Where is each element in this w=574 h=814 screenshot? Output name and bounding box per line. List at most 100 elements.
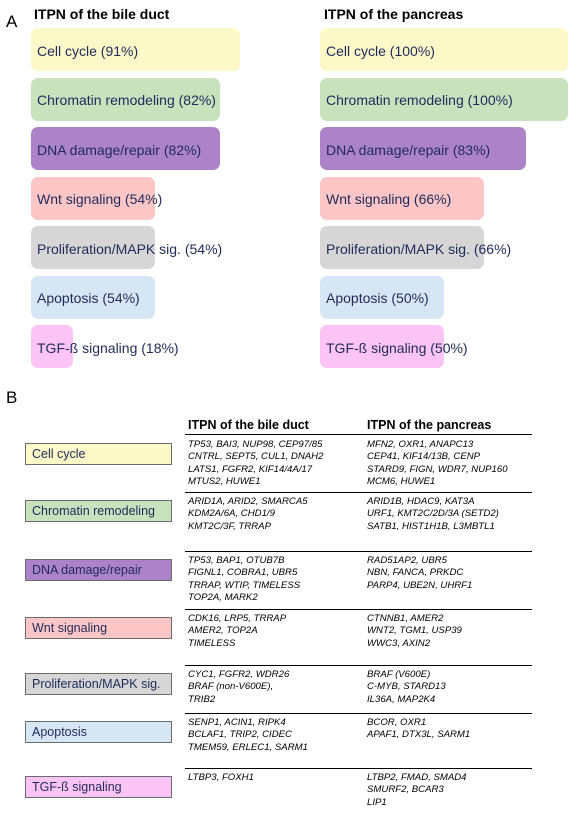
table-header-pancreas: ITPN of the pancreas — [367, 418, 492, 432]
bar-proliferation-mapk-sig- — [31, 226, 156, 269]
gene-line: SATB1, HIST1H1B, L3MBTL1 — [367, 520, 495, 532]
gene-line: TP53, BAP1, OTUB7B — [188, 555, 285, 566]
pancreas-genes: RAD51AP2, UBR5 NBN, FANCA, PRKDC PARP4, UB… — [367, 555, 472, 592]
bar-chromatin-remodeling — [320, 77, 568, 121]
table-header-rule — [185, 434, 532, 435]
gene-line: STARD9, FIGN, WDR7, NUP160 — [367, 463, 508, 475]
bar-label: Proliferation/MAPK sig. (54%) — [37, 240, 223, 257]
row-divider — [185, 713, 532, 714]
bile-duct-genes: LTBP3, FOXH1 — [188, 772, 254, 784]
category-box: Apoptosis — [25, 721, 172, 743]
bar-label: Proliferation/MAPK sig. (66%) — [326, 240, 512, 257]
pancreas-genes: ARID1B, HDAC9, KAT3A URF1, KMT2C/2D/3A (S… — [367, 496, 499, 533]
category-box: DNA damage/repair — [25, 559, 172, 581]
pancreas-genes: MFN2, OXR1, ANAPC13 CEP41, KIF14/13B, CEN… — [367, 439, 508, 489]
pancreas-genes: CTNNB1, AMER2 WNT2, TGM1, USP39 WWC3, AXIN… — [367, 613, 462, 650]
bile-duct-genes: TP53, BAP1, OTUB7B FIGNL1, COBRA1, UBR5 TR… — [188, 555, 300, 605]
panel-b-letter: B — [6, 388, 18, 407]
gene-line: WWC3, AXIN2 — [367, 637, 431, 649]
gene-line: LATS1, FGFR2, KIF14/4A/17 — [188, 463, 313, 475]
gene-line: BRAF (non-V600E), — [188, 681, 274, 693]
gene-line: C-MYB, STARD13 — [367, 681, 446, 693]
gene-line: MFN2, OXR1, ANAPC13 — [367, 439, 474, 450]
gene-line: TRIB2 — [188, 693, 216, 705]
bar-apoptosis — [320, 275, 444, 319]
bar-label: Apoptosis (54%) — [37, 290, 140, 306]
gene-line: LIP1 — [367, 796, 387, 808]
gene-line: SENP1, ACIN1, RIPK4 — [188, 717, 286, 728]
gene-line: MTUS2, HUWE1 — [188, 476, 261, 488]
bile-duct-genes: SENP1, ACIN1, RIPK4 BCLAF1, TRIP2, CIDEC T… — [188, 717, 308, 754]
bar-label: Apoptosis (50%) — [326, 290, 429, 306]
gene-line: LTBP3, FOXH1 — [188, 772, 254, 783]
table-header-bile-duct: ITPN of the bile duct — [188, 418, 309, 432]
bar-label: Wnt signaling (54%) — [37, 191, 163, 207]
gene-line: KDM2A/6A, CHD1/9 — [188, 508, 275, 520]
gene-line: WNT2, TGM1, USP39 — [367, 625, 462, 637]
category-box: Wnt signaling — [25, 617, 172, 639]
gene-line: LTBP2, FMAD, SMAD4 — [367, 772, 467, 783]
gene-line: AMER2, TOP2A — [188, 625, 258, 637]
pancreas-genes: LTBP2, FMAD, SMAD4 SMURF2, BCAR3 LIP1 — [367, 772, 467, 809]
bar-chromatin-remodeling — [31, 77, 220, 121]
bar-wnt-signaling — [31, 176, 156, 220]
bar-label: Cell cycle (100%) — [326, 42, 435, 59]
bile-duct-genes: CDK16, LRP5, TRRAP AMER2, TOP2A TIMELESS — [188, 613, 286, 650]
category-box: Cell cycle — [25, 443, 172, 465]
bar-label: DNA damage/repair (83%) — [326, 141, 491, 158]
panel-a-letter: A — [6, 12, 18, 31]
bar-label: Cell cycle (91%) — [37, 42, 139, 59]
category-box: Chromatin remodeling — [25, 500, 172, 522]
panel-a-left-title: ITPN of the bile duct — [34, 6, 170, 22]
bar-label: TGF-ß signaling (18%) — [37, 339, 179, 356]
gene-line: TRRAP, WTIP, TIMELESS — [188, 579, 301, 591]
gene-line: TOP2A, MARK2 — [188, 592, 258, 604]
bile-duct-genes: TP53, BAI3, NUP98, CEP97/85 CNTRL, SEPT5,… — [188, 439, 323, 489]
bar-proliferation-mapk-sig- — [320, 226, 484, 269]
bar-dna-damage-repair — [31, 127, 220, 170]
bile-duct-genes: ARID1A, ARID2, SMARCA5 KDM2A/6A, CHD1/9 KM… — [188, 496, 308, 533]
bar-dna-damage-repair — [320, 127, 526, 170]
gene-line: SMURF2, BCAR3 — [367, 784, 444, 796]
row-divider — [185, 768, 532, 769]
gene-line: BCLAF1, TRIP2, CIDEC — [188, 729, 292, 741]
bar-apoptosis — [31, 275, 156, 319]
gene-line: TIMELESS — [188, 637, 236, 649]
gene-line: KMT2C/3F, TRRAP — [188, 520, 271, 532]
gene-line: CNTRL, SEPT5, CUL1, DNAH2 — [188, 451, 324, 463]
gene-line: IL36A, MAP2K4 — [367, 693, 436, 705]
bile-duct-genes: CYC1, FGFR2, WDR26 BRAF (non-V600E), TRIB2 — [188, 669, 289, 706]
bar-label: Chromatin remodeling (100%) — [326, 92, 513, 108]
gene-line: PARP4, UBE2N, UHRF1 — [367, 579, 473, 591]
bar-wnt-signaling — [320, 176, 484, 220]
bar-label: DNA damage/repair (82%) — [37, 141, 202, 158]
gene-line: RAD51AP2, UBR5 — [367, 555, 447, 566]
gene-line: ARID1A, ARID2, SMARCA5 — [188, 496, 308, 507]
gene-line: TMEM59, ERLEC1, SARM1 — [188, 741, 308, 753]
gene-line: MCM6, HUWE1 — [367, 476, 436, 488]
gene-line: NBN, FANCA, PRKDC — [367, 567, 464, 579]
row-divider — [185, 665, 532, 666]
gene-line: APAF1, DTX3L, SARM1 — [367, 729, 471, 741]
row-divider — [185, 492, 532, 493]
category-box: Proliferation/MAPK sig. — [25, 673, 172, 695]
gene-line: CYC1, FGFR2, WDR26 — [188, 669, 290, 680]
bar-cell-cycle — [31, 28, 241, 71]
category-box: TGF-ß signaling — [25, 776, 172, 798]
gene-line: FIGNL1, COBRA1, UBR5 — [188, 567, 298, 579]
bar-label: Chromatin remodeling (82%) — [37, 92, 216, 108]
panel-a-right-title: ITPN of the pancreas — [324, 6, 464, 22]
gene-line: TP53, BAI3, NUP98, CEP97/85 — [188, 439, 323, 450]
bar-cell-cycle — [320, 28, 568, 71]
gene-line: URF1, KMT2C/2D/3A (SETD2) — [367, 508, 499, 520]
row-divider — [185, 609, 532, 610]
gene-line: ARID1B, HDAC9, KAT3A — [367, 496, 475, 507]
bar-label: Wnt signaling (66%) — [326, 191, 452, 207]
gene-line: CTNNB1, AMER2 — [367, 613, 444, 624]
bar-tgf-signaling — [320, 325, 444, 368]
gene-line: CDK16, LRP5, TRRAP — [188, 613, 287, 624]
gene-line: BRAF (V600E) — [367, 669, 431, 680]
gene-line: CEP41, KIF14/13B, CENP — [367, 451, 481, 463]
gene-line: BCOR, OXR1 — [367, 717, 427, 728]
row-divider — [185, 551, 532, 552]
